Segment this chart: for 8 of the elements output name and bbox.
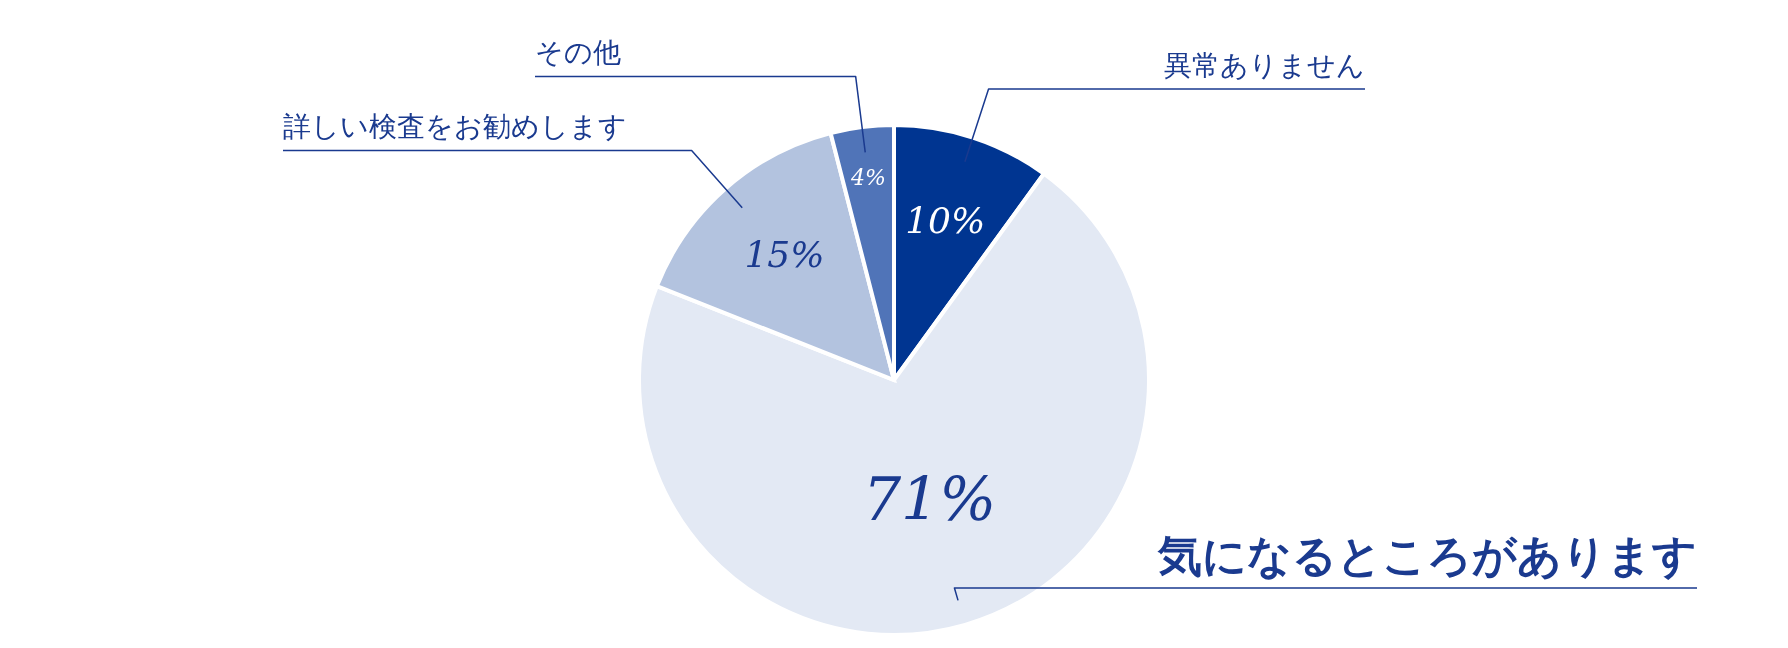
data-label: 10%	[905, 200, 986, 242]
data-label: 15%	[744, 233, 825, 275]
data-label: 71%	[862, 464, 997, 535]
slice-label: その他	[535, 36, 621, 70]
slice-label: 気になるところがあります	[1157, 530, 1697, 581]
data-label: 4%	[849, 164, 886, 190]
slice-label: 異常ありません	[1164, 48, 1365, 82]
slice-label: 詳しい検査をお勧めします	[283, 110, 627, 144]
